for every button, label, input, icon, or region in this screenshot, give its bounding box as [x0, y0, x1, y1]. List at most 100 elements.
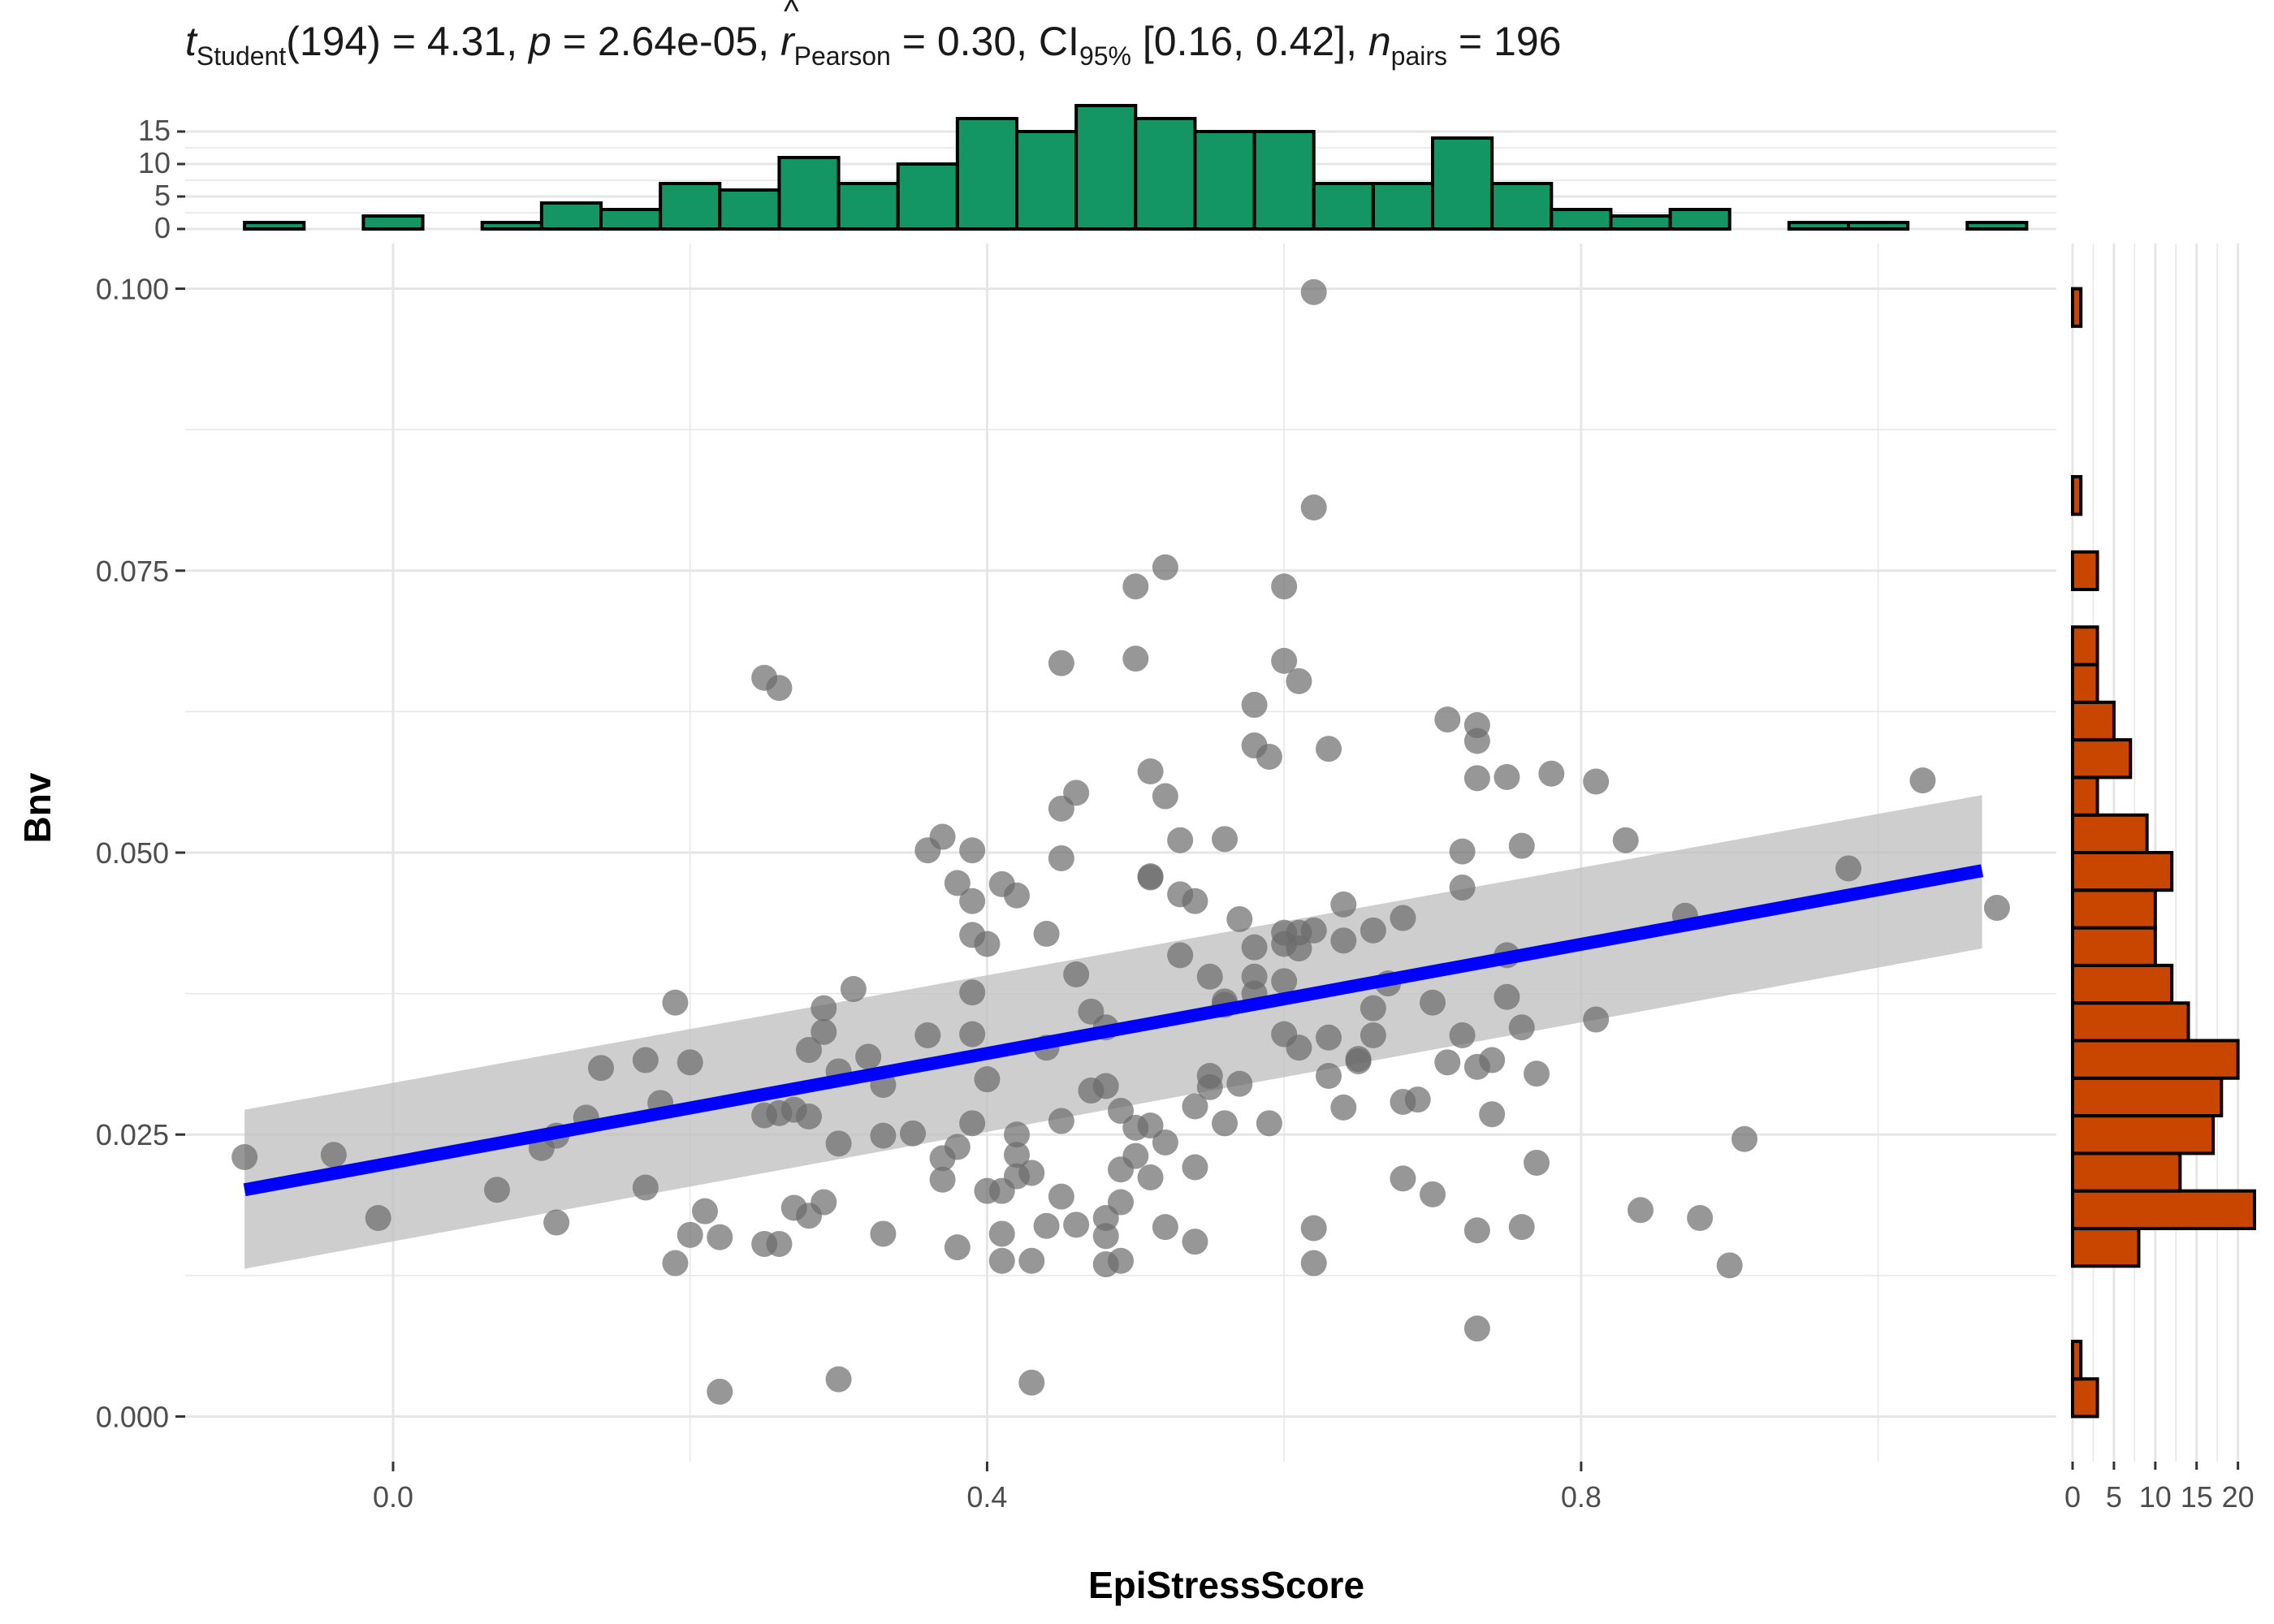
data-point — [1524, 1060, 1550, 1087]
data-point — [959, 888, 986, 914]
data-point — [1434, 706, 1461, 733]
data-point — [1226, 1070, 1253, 1097]
data-point — [974, 1066, 1001, 1093]
data-point — [825, 1130, 852, 1157]
data-point — [1316, 1024, 1342, 1051]
y-hist-bar — [2071, 1151, 2182, 1193]
n-symbol: n — [1368, 19, 1391, 64]
data-point — [1048, 844, 1074, 871]
data-point — [870, 1122, 897, 1149]
data-point — [929, 1166, 956, 1193]
data-point — [1360, 917, 1386, 944]
data-point — [1122, 1142, 1149, 1169]
data-point — [1063, 780, 1090, 806]
data-point — [1182, 1229, 1208, 1255]
data-point — [944, 870, 971, 896]
data-point — [1463, 712, 1490, 739]
data-point — [825, 1366, 852, 1393]
data-point — [1212, 826, 1238, 853]
y-hist-tick-label: 5 — [2106, 1480, 2122, 1514]
data-point — [1479, 1101, 1506, 1128]
data-point — [1004, 1121, 1030, 1148]
data-point — [320, 1142, 347, 1168]
x-hist-bar — [1609, 214, 1672, 231]
fit-line — [243, 864, 1984, 1197]
data-point — [1286, 1034, 1312, 1061]
data-point — [766, 1230, 793, 1257]
x-hist-bar — [539, 201, 603, 231]
y-hist-bar — [2071, 813, 2149, 854]
y-hist-tick-label: 0 — [2064, 1480, 2081, 1514]
data-point — [1300, 1215, 1327, 1242]
y-hist-bar — [2071, 625, 2099, 667]
y-hist-bar — [2071, 1076, 2224, 1118]
data-point — [1508, 1014, 1535, 1041]
data-point — [855, 1043, 882, 1070]
data-point — [1390, 1165, 1416, 1192]
y-hist-tick-label: 20 — [2222, 1480, 2255, 1514]
data-point — [365, 1205, 391, 1231]
x-tick-label: 0.0 — [373, 1480, 413, 1514]
x-hist-bar — [1074, 104, 1138, 231]
data-point — [1048, 1183, 1074, 1210]
data-point — [1182, 1093, 1208, 1120]
data-point — [1152, 1129, 1178, 1155]
data-point — [1018, 1369, 1045, 1396]
y-hist-bar — [2071, 926, 2157, 967]
data-point — [1137, 863, 1164, 890]
data-point — [677, 1221, 703, 1248]
x-hist-tick-label: 10 — [138, 146, 171, 179]
data-point — [974, 931, 1001, 957]
data-point — [707, 1378, 733, 1405]
data-point — [929, 823, 956, 850]
data-point — [1508, 832, 1535, 859]
x-hist-bar — [1490, 182, 1554, 231]
y-hist-bar — [2071, 1001, 2190, 1043]
data-point — [900, 1120, 926, 1147]
y-hist-bar — [2071, 287, 2083, 328]
x-hist-bar — [718, 188, 781, 231]
data-point — [1271, 647, 1298, 674]
data-point — [1048, 650, 1074, 676]
data-point — [1300, 495, 1327, 520]
x-hist-bar — [777, 156, 841, 231]
data-point — [1241, 692, 1268, 719]
x-hist-bar — [1965, 221, 2029, 231]
data-point — [1152, 1214, 1178, 1241]
x-hist-bar — [480, 221, 543, 231]
y-hist-bar — [2071, 1189, 2256, 1230]
x-tick-label: 0.8 — [1561, 1480, 1602, 1514]
x-hist-bar — [1787, 221, 1851, 231]
regression-line — [243, 864, 1984, 1197]
data-point — [1524, 1149, 1550, 1176]
x-hist-bar — [1371, 182, 1435, 231]
data-point — [1494, 983, 1520, 1010]
data-point — [1538, 760, 1565, 787]
x-tick-label: 0.4 — [966, 1480, 1007, 1514]
data-point — [484, 1177, 510, 1203]
y-hist-tick-label: 15 — [2181, 1480, 2213, 1514]
data-point — [1241, 963, 1268, 990]
data-point — [1628, 1197, 1654, 1224]
x-hist-bar — [1252, 130, 1316, 231]
data-point — [1152, 554, 1178, 581]
n-value: = 196 — [1447, 19, 1562, 64]
y-marginal-histogram: 0 5 10 15 20 — [2064, 244, 2256, 1514]
data-point — [1182, 888, 1208, 914]
data-point — [632, 1047, 659, 1073]
y-hist-bar — [2071, 663, 2099, 704]
data-point — [1345, 1046, 1372, 1073]
data-point — [1018, 1247, 1045, 1274]
y-hist-tick-label: 10 — [2139, 1480, 2172, 1514]
data-point — [1196, 963, 1223, 990]
data-point — [1463, 765, 1490, 792]
x-hist-bar — [1431, 136, 1494, 231]
data-point — [1583, 1006, 1610, 1033]
data-point — [1167, 827, 1194, 853]
data-point — [1300, 1250, 1327, 1276]
data-point — [1063, 1212, 1090, 1238]
x-hist-bar — [243, 221, 306, 231]
data-point — [1983, 895, 2010, 922]
